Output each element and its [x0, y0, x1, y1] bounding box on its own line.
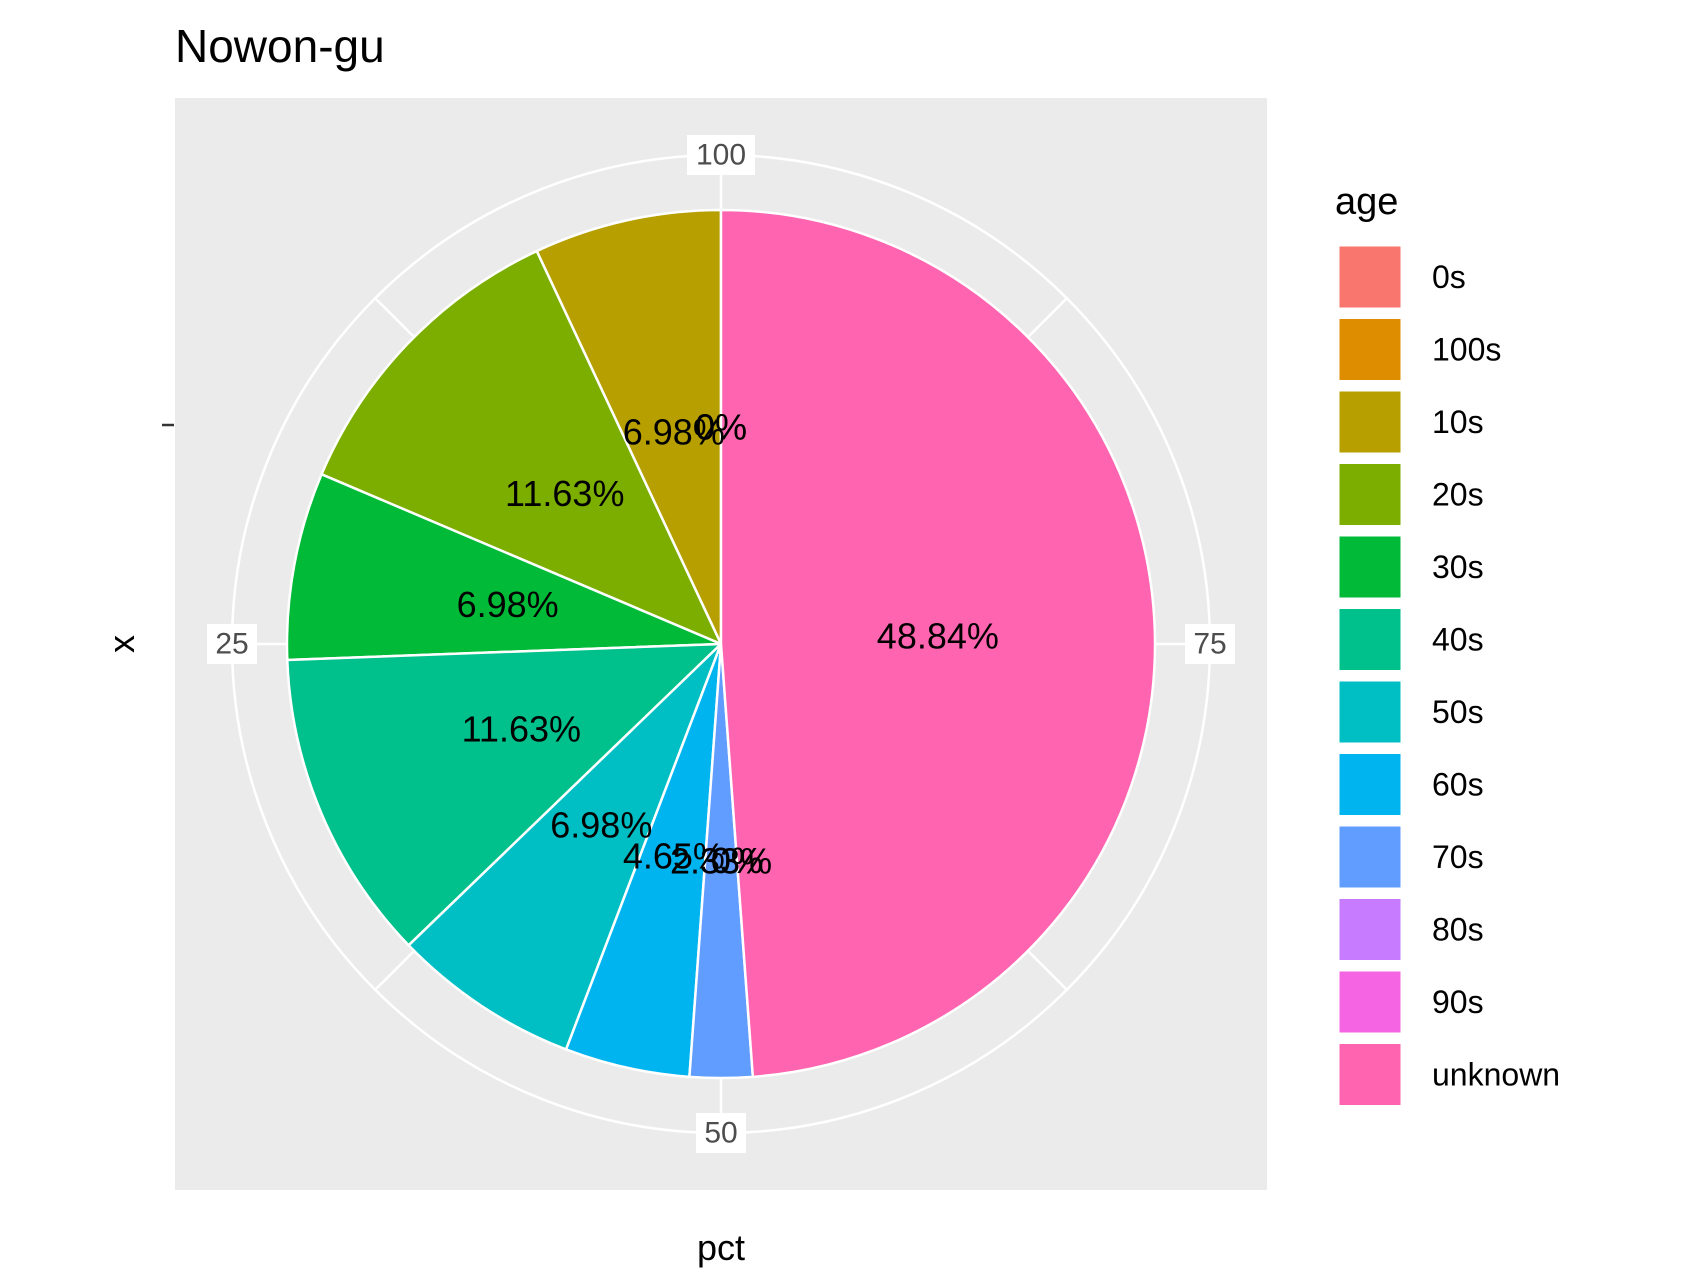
legend-label-50s: 50s	[1432, 694, 1484, 730]
pie-slice-30s	[285, 472, 722, 662]
slice-label-30s: 6.98%	[457, 584, 559, 625]
legend-label-10s: 10s	[1432, 404, 1484, 440]
legend-label-unknown: unknown	[1432, 1057, 1560, 1093]
angular-tick-label: 100	[696, 139, 746, 172]
legend-label-90s: 90s	[1432, 984, 1484, 1020]
legend-title: age	[1335, 181, 1398, 223]
pie-slice-40s	[285, 642, 725, 948]
angular-tick-label: 25	[215, 628, 248, 661]
chart-title: Nowon-gu	[175, 20, 385, 72]
angular-tick-bg	[207, 624, 257, 664]
legend-swatch-0s	[1336, 243, 1404, 311]
y-axis-title: x	[101, 635, 142, 653]
slice-label-80s: 0%	[711, 840, 763, 881]
slice-label-50s: 6.98%	[550, 805, 652, 846]
legend-swatch-90s	[1336, 968, 1404, 1036]
legend-label-100s: 100s	[1432, 332, 1501, 368]
legend-label-30s: 30s	[1432, 549, 1484, 585]
legend-swatch-50s	[1336, 678, 1404, 746]
legend-label-80s: 80s	[1432, 912, 1484, 948]
slice-label-20s: 11.63%	[505, 473, 624, 514]
slice-label-40s: 11.63%	[462, 708, 581, 749]
legend-swatch-unknown	[1336, 1041, 1404, 1108]
x-axis-title: pct	[697, 1227, 745, 1268]
legend-swatch-70s	[1336, 823, 1404, 891]
slice-label-90s: 0%	[711, 840, 763, 881]
legend-label-70s: 70s	[1432, 839, 1484, 875]
legend-swatch-30s	[1336, 533, 1404, 601]
legend-swatch-40s	[1336, 606, 1404, 673]
slice-label-60s: 4.65%	[623, 835, 725, 876]
slice-label-70s: 2.33%	[670, 841, 772, 882]
pie-slice-unknown	[719, 208, 1157, 1079]
pie-slice-10s	[535, 208, 723, 645]
legend-label-60s: 60s	[1432, 767, 1484, 803]
pie-slice-50s	[406, 643, 723, 1052]
legend-swatch-80s	[1336, 896, 1404, 963]
legend-swatch-100s	[1336, 316, 1404, 383]
legend: age 0s 100s 10s 20s 30s 40s 50s 60s 70s 80s 90s unk…	[1335, 181, 1560, 1108]
legend-label-0s: 0s	[1432, 259, 1466, 295]
slice-label-unknown: 48.84%	[877, 616, 999, 657]
angular-tick-bg	[696, 1113, 746, 1153]
slice-label-0s: 0%	[695, 407, 747, 448]
angular-tick-bg	[687, 135, 755, 175]
legend-label-20s: 20s	[1432, 477, 1484, 513]
angular-tick-label: 50	[704, 1117, 737, 1150]
legend-swatch-60s	[1336, 751, 1404, 818]
angular-tick-bg	[1185, 624, 1235, 664]
slice-label-100s: 0%	[695, 407, 747, 448]
slice-labels: 0%0%6.98%11.63%6.98%11.63%6.98%4.65%2.33…	[457, 407, 999, 882]
legend-label-40s: 40s	[1432, 622, 1484, 658]
angular-ticks: 100 25 50 75	[207, 135, 1235, 1153]
slice-label-10s: 6.98%	[623, 412, 725, 453]
legend-swatch-20s	[1336, 461, 1404, 528]
legend-swatch-10s	[1336, 388, 1404, 456]
pie-slice-20s	[319, 249, 724, 647]
pie-slices	[285, 208, 1157, 1080]
angular-tick-label: 75	[1193, 628, 1226, 661]
